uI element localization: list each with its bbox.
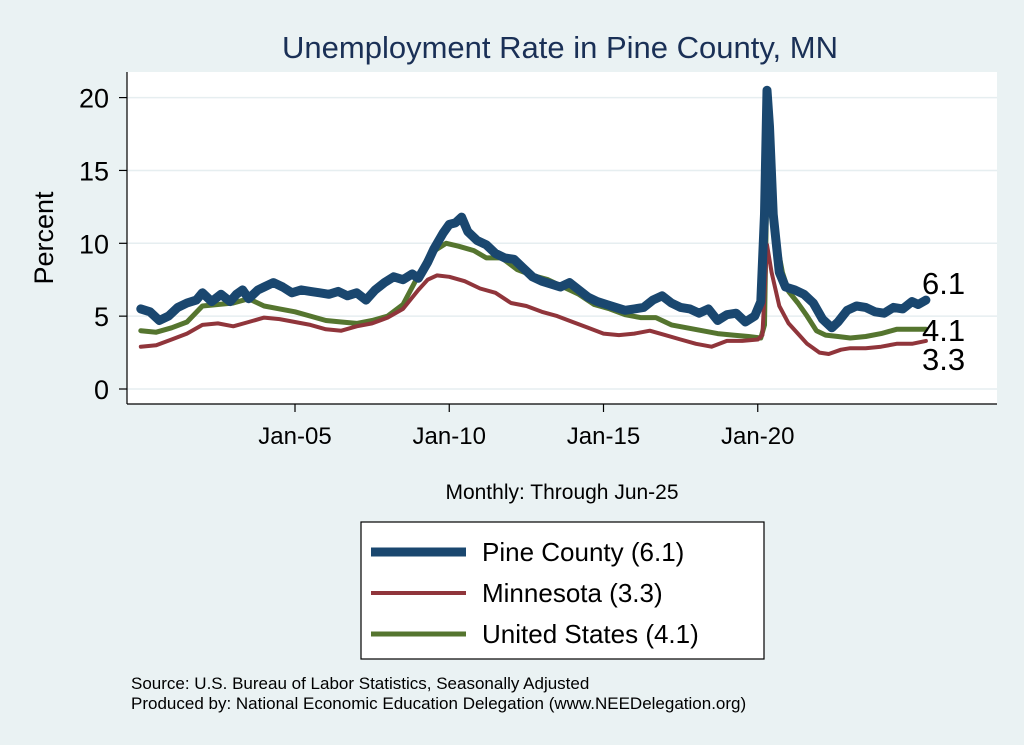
produced-by-note: Produced by: National Economic Education… <box>131 694 746 713</box>
series-lines <box>136 85 931 356</box>
series-end-label: 4.1 <box>922 313 965 348</box>
x-ticks: Jan-05 Jan-10 Jan-15 Jan-20 <box>258 404 794 450</box>
end-labels: 6.1 4.13.3 <box>922 266 965 377</box>
series-end-label: 6.1 <box>922 266 965 301</box>
y-axis-label: Percent <box>29 191 59 285</box>
legend-label: Pine County (6.1) <box>482 537 684 567</box>
grid-lines <box>127 96 997 390</box>
series-line <box>136 85 931 333</box>
y-tick-label: 20 <box>79 84 109 114</box>
plot-area <box>127 72 997 404</box>
chart-title: Unemployment Rate in Pine County, MN <box>282 30 838 65</box>
y-ticks: 0 5 10 15 20 <box>79 84 127 405</box>
x-tick-label: Jan-20 <box>721 423 794 450</box>
x-tick-label: Jan-15 <box>567 423 640 450</box>
source-note: Source: U.S. Bureau of Labor Statistics,… <box>131 674 589 693</box>
series-line <box>138 242 928 356</box>
y-tick-label: 0 <box>94 375 109 405</box>
series-line <box>138 172 929 341</box>
legend-label: Minnesota (3.3) <box>482 578 663 608</box>
y-tick-label: 10 <box>79 229 109 259</box>
y-tick-label: 5 <box>94 302 109 332</box>
series-end-label: 3.3 <box>922 342 965 377</box>
legend-label: United States (4.1) <box>482 619 699 649</box>
x-tick-label: Jan-10 <box>413 423 486 450</box>
y-tick-label: 15 <box>79 156 109 186</box>
legend: Pine County (6.1) Minnesota (3.3) United S… <box>371 537 699 649</box>
x-tick-label: Jan-05 <box>258 423 331 450</box>
x-axis-label: Monthly: Through Jun-25 <box>445 481 678 504</box>
